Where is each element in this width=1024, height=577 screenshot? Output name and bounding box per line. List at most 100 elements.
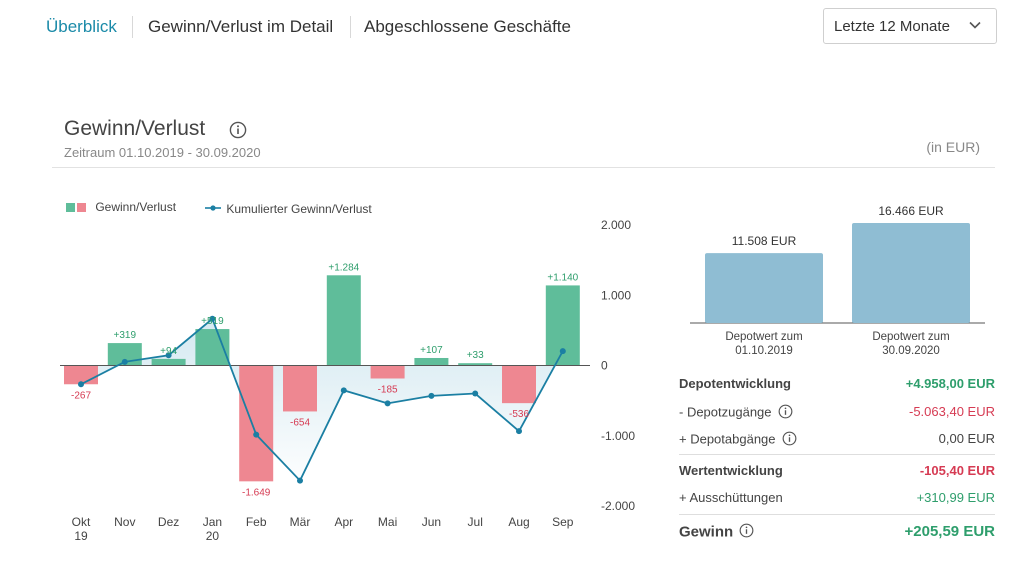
legend-line-marker (205, 205, 221, 211)
depot-value-chart: 11.508 EUR Depotwert zum 01.10.2019 16.466 … (690, 204, 985, 357)
period-select[interactable]: Letzte 12 Monate (823, 8, 997, 44)
cumulative-point (516, 428, 522, 435)
cumulative-point (340, 387, 347, 394)
data-label: +1.140 (547, 272, 578, 283)
summary-value: +4.958,00 EUR (905, 376, 995, 391)
cumulative-area (81, 318, 563, 481)
panel-title: Gewinn/Verlust (64, 117, 206, 140)
tab-closed-trades[interactable]: Abgeschlossene Geschäfte (364, 17, 571, 36)
summary-value: +205,59 EUR (904, 523, 995, 540)
data-label: -185 (378, 384, 398, 395)
x-tick-label: Okt (72, 515, 91, 529)
depot-category-label: 01.10.2019 (735, 345, 793, 357)
profit-loss-chart: -267 +319 +94 +519 -1.649 -654 +1.284 -185 +107 +… (60, 218, 635, 543)
x-tick-label: Feb (246, 515, 267, 529)
bar (326, 275, 361, 366)
depot-category-label: Depotwert zum (872, 331, 949, 343)
summary-label: Wertentwicklung (679, 463, 783, 478)
x-tick-label: 19 (74, 529, 88, 543)
x-tick-label: 20 (206, 529, 220, 543)
x-tick-label: Sep (552, 515, 574, 529)
info-icon[interactable] (739, 523, 754, 542)
summary-label: Depotentwicklung (679, 376, 791, 391)
data-label: -654 (290, 417, 310, 428)
bar (239, 365, 274, 482)
cumulative-point (428, 392, 435, 399)
summary-divider (679, 454, 995, 455)
summary-label: + Depotabgänge (679, 431, 776, 447)
tab-bar: Überblick Gewinn/Verlust im Detail Abges… (0, 0, 1024, 56)
cumulative-point (209, 315, 216, 322)
summary-value: 0,00 EUR (938, 431, 995, 446)
data-label: +519 (201, 316, 224, 327)
unit-label: (in EUR) (926, 139, 980, 155)
depot-bar (852, 223, 970, 323)
cumulative-point (121, 358, 128, 365)
y-tick-label: -1.000 (601, 429, 635, 443)
bar (283, 365, 317, 412)
data-label: +319 (114, 330, 137, 341)
data-label: +1.284 (328, 262, 359, 273)
cumulative-point (253, 431, 260, 438)
y-tick-label: 2.000 (601, 218, 631, 232)
data-label: -1.649 (242, 487, 271, 498)
period-select-value: Letzte 12 Monate (834, 18, 950, 35)
legend-line: Kumulierter Gewinn/Verlust (205, 202, 372, 216)
depot-bar (705, 253, 823, 323)
panel-subtitle: Zeitraum 01.10.2019 - 30.09.2020 (64, 145, 261, 160)
x-tick-label: Apr (334, 515, 353, 529)
tab-profit-loss-detail[interactable]: Gewinn/Verlust im Detail (148, 17, 334, 36)
info-icon[interactable] (782, 431, 797, 449)
header-divider (52, 167, 995, 168)
legend-swatch-negative (77, 203, 86, 212)
bar (458, 363, 493, 366)
legend-line-label: Kumulierter Gewinn/Verlust (226, 202, 372, 216)
legend-bars: Gewinn/Verlust (66, 200, 176, 214)
cumulative-point (165, 352, 172, 359)
data-label: +107 (420, 345, 443, 356)
bar (502, 365, 536, 404)
info-icon[interactable] (229, 121, 247, 144)
bar (151, 358, 186, 366)
x-tick-label: Mai (378, 515, 397, 529)
summary-divider (679, 514, 995, 515)
cumulative-point (78, 381, 84, 388)
depot-category-label: Depotwert zum (725, 331, 802, 343)
depot-value-label: 16.466 EUR (878, 204, 944, 218)
bar (414, 357, 449, 366)
cumulative-point (297, 477, 303, 484)
data-label: +94 (160, 346, 177, 357)
x-tick-label: Aug (508, 515, 529, 529)
x-tick-label: Mär (290, 515, 311, 529)
bar (370, 365, 405, 379)
x-tick-label: Jun (422, 515, 441, 529)
tab-divider (132, 16, 133, 38)
y-tick-label: 1.000 (601, 288, 631, 302)
x-tick-label: Jan (203, 515, 222, 529)
cumulative-point (384, 400, 391, 407)
legend-bars-label: Gewinn/Verlust (95, 200, 177, 214)
summary-value: -5.063,40 EUR (909, 404, 995, 419)
summary-value: -105,40 EUR (919, 463, 995, 478)
data-label: -536 (509, 409, 529, 420)
data-label: +33 (467, 350, 484, 361)
summary-value: +310,99 EUR (916, 490, 995, 505)
cumulative-point (559, 348, 566, 355)
summary-label: Gewinn (679, 523, 734, 541)
x-tick-label: Jul (468, 515, 483, 529)
tab-divider (350, 16, 351, 38)
depot-value-label: 11.508 EUR (732, 234, 797, 248)
chevron-down-icon (968, 18, 982, 36)
summary-label: + Ausschüttungen (679, 490, 783, 505)
x-tick-label: Dez (158, 515, 179, 529)
cumulative-point (472, 390, 479, 397)
cumulative-line (80, 317, 564, 483)
summary-label: - Depotzugänge (679, 404, 772, 420)
info-icon[interactable] (778, 404, 793, 422)
bar (195, 329, 230, 366)
tab-overview[interactable]: Überblick (46, 17, 117, 36)
y-tick-label: -2.000 (601, 499, 635, 513)
data-label: -267 (71, 390, 91, 401)
depot-category-label: 30.09.2020 (882, 345, 940, 357)
x-tick-label: Nov (114, 515, 135, 529)
